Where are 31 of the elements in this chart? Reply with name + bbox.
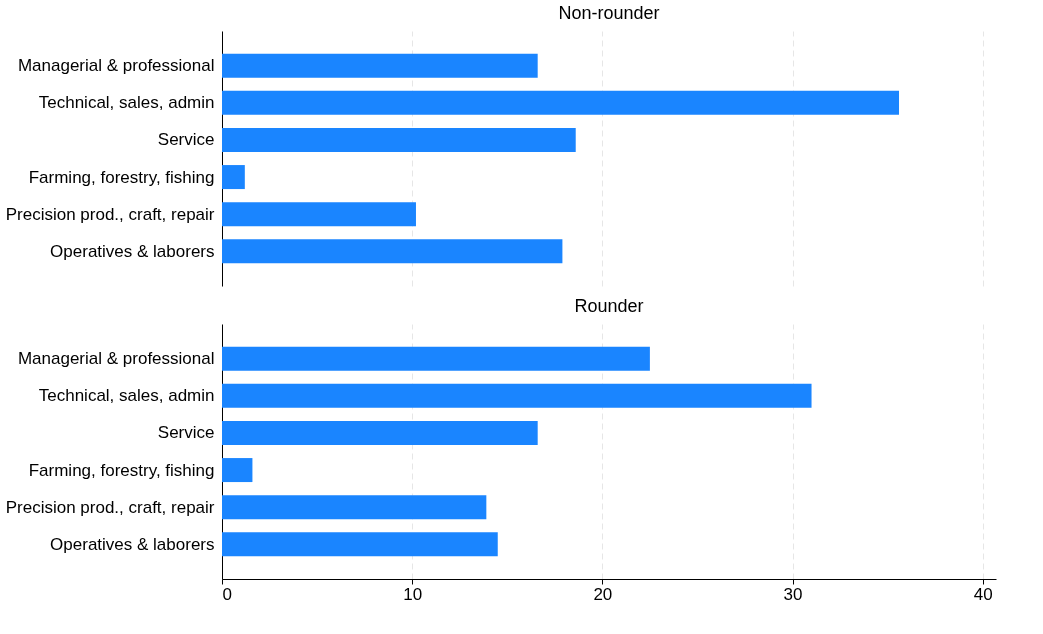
bar — [222, 383, 812, 408]
bar — [222, 202, 416, 227]
bar — [222, 90, 900, 115]
bar — [222, 346, 650, 371]
bar — [222, 495, 487, 520]
y-tick-label: Managerial & professional — [17, 56, 215, 76]
x-tick-label: 40 — [973, 584, 993, 604]
y-tick-label: Managerial & professional — [17, 349, 215, 369]
y-tick-label: Service — [157, 423, 215, 443]
x-tick-label: 0 — [222, 584, 232, 604]
bar — [222, 53, 538, 78]
y-tick-label: Precision prod., craft, repair — [5, 497, 215, 517]
y-tick-label: Precision prod., craft, repair — [5, 204, 215, 224]
y-tick-label: Operatives & laborers — [50, 534, 215, 554]
y-tick-label: Operatives & laborers — [50, 241, 215, 261]
x-tick-label: 20 — [593, 584, 613, 604]
bar — [222, 458, 253, 483]
x-tick-label: 30 — [783, 584, 803, 604]
chart-title: Non-rounder — [558, 3, 660, 23]
y-tick-label: Farming, forestry, fishing — [28, 167, 215, 187]
bar — [222, 532, 498, 557]
chart-title: Rounder — [574, 296, 644, 316]
y-tick-label: Technical, sales, admin — [38, 93, 215, 113]
y-tick-label: Farming, forestry, fishing — [28, 460, 215, 480]
x-tick-label: 10 — [403, 584, 423, 604]
bar — [222, 239, 563, 264]
y-tick-label: Technical, sales, admin — [38, 386, 215, 406]
bar — [222, 165, 245, 190]
y-tick-label: Service — [157, 130, 215, 150]
bar — [222, 127, 576, 152]
bar — [222, 420, 538, 445]
